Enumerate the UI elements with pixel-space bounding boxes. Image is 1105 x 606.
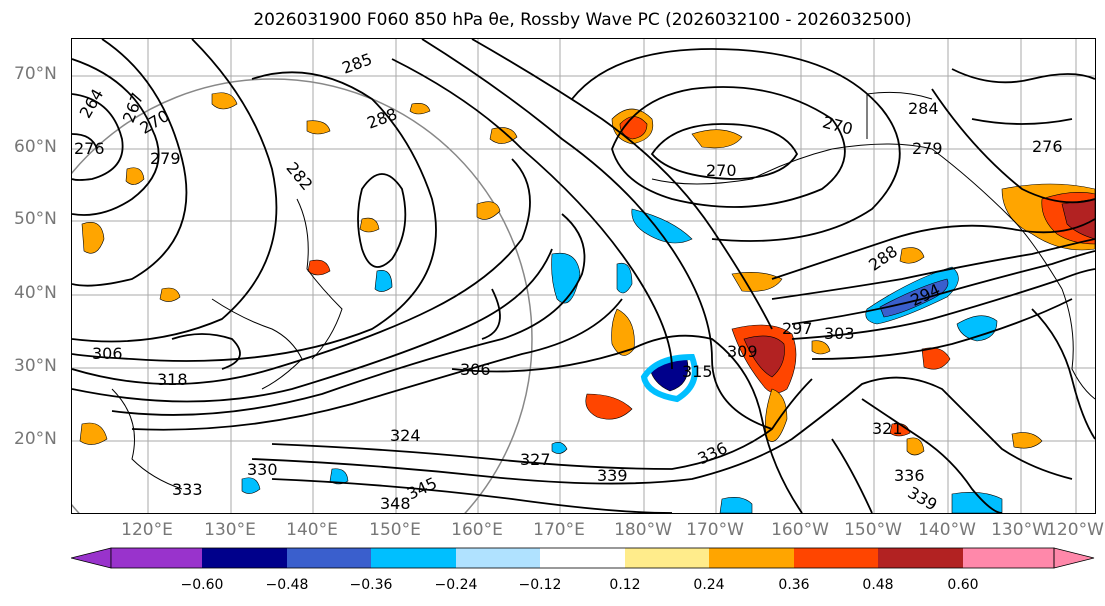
colorbar-tick-label: 0.60 bbox=[947, 577, 979, 593]
contour-label: 306 bbox=[92, 344, 123, 363]
contour-label: 288 bbox=[364, 104, 399, 132]
colorbar-tick-label: −0.60 bbox=[180, 577, 224, 593]
contour-label: 339 bbox=[597, 466, 628, 485]
lat-label-60n: 60°N bbox=[14, 137, 57, 157]
colorbar-segment bbox=[287, 548, 371, 568]
contour-label: 303 bbox=[824, 324, 855, 343]
contour-label: 327 bbox=[520, 450, 551, 469]
contour-label: 285 bbox=[339, 49, 374, 77]
anomaly-shading bbox=[79, 92, 1095, 513]
contour-label: 318 bbox=[157, 370, 188, 389]
colorbar-extend-high bbox=[1053, 547, 1095, 569]
colorbar bbox=[71, 547, 1095, 569]
lon-label-170e: 170°E bbox=[533, 520, 585, 540]
lat-label-20n: 20°N bbox=[14, 429, 57, 449]
lon-label-180w: 180°W bbox=[614, 520, 672, 540]
colorbar-tick-label: −0.12 bbox=[518, 577, 562, 593]
contour-label: 264 bbox=[76, 85, 108, 121]
contour-label: 284 bbox=[908, 99, 939, 118]
colorbar-tick-label: 0.12 bbox=[609, 577, 641, 593]
contour-label: 324 bbox=[390, 426, 421, 445]
lon-label-150w: 150°W bbox=[844, 520, 902, 540]
contour-label: 270 bbox=[706, 161, 737, 180]
coastlines bbox=[111, 91, 1095, 490]
contour-label: 276 bbox=[74, 139, 105, 158]
lon-label-140w: 140°W bbox=[918, 520, 976, 540]
colorbar-segment bbox=[625, 548, 709, 568]
lat-label-50n: 50°N bbox=[14, 209, 57, 229]
colorbar-tick-label: 0.48 bbox=[862, 577, 894, 593]
contour-label: 276 bbox=[1032, 137, 1063, 156]
lat-label-70n: 70°N bbox=[14, 64, 57, 84]
range-circle bbox=[72, 78, 533, 513]
lon-label-130w: 130°W bbox=[991, 520, 1049, 540]
colorbar-tick-label: −0.36 bbox=[349, 577, 393, 593]
contour-label: 339 bbox=[905, 483, 941, 513]
colorbar-segment bbox=[794, 548, 878, 568]
colorbar-tick-label: −0.24 bbox=[434, 577, 478, 593]
map-canvas: 264 267 270 276 279 285 288 282 270 270 … bbox=[72, 39, 1095, 513]
contour-label: 297 bbox=[782, 319, 813, 338]
theta-e-contours bbox=[72, 39, 1095, 513]
contour-label: 279 bbox=[912, 139, 943, 158]
contour-label: 306 bbox=[460, 360, 491, 379]
lon-label-130e: 130°E bbox=[204, 520, 256, 540]
lon-label-120e: 120°E bbox=[121, 520, 173, 540]
lon-label-160w: 160°W bbox=[771, 520, 829, 540]
colorbar-segment bbox=[540, 548, 625, 568]
contour-label: 336 bbox=[695, 438, 731, 468]
contour-label: 321 bbox=[872, 419, 903, 438]
colorbar-extend-low bbox=[71, 547, 112, 569]
lon-label-150e: 150°E bbox=[369, 520, 421, 540]
contour-label: 333 bbox=[172, 480, 203, 499]
lon-label-140e: 140°E bbox=[286, 520, 338, 540]
graticule bbox=[72, 39, 1095, 513]
colorbar-segment bbox=[456, 548, 540, 568]
colorbar-segment bbox=[963, 548, 1054, 568]
lat-label-30n: 30°N bbox=[14, 356, 57, 376]
colorbar-tick-label: 0.24 bbox=[693, 577, 725, 593]
contour-label: 282 bbox=[282, 158, 316, 194]
contour-label: 315 bbox=[682, 362, 713, 381]
colorbar-segment bbox=[111, 548, 202, 568]
contour-label: 270 bbox=[820, 112, 854, 138]
contour-label: 330 bbox=[247, 460, 278, 479]
map-title: 2026031900 F060 850 hPa θe, Rossby Wave … bbox=[253, 10, 912, 30]
lon-label-120w: 120°W bbox=[1046, 520, 1104, 540]
colorbar-segment bbox=[202, 548, 287, 568]
contour-label: 309 bbox=[727, 342, 758, 361]
lon-label-170w: 170°W bbox=[686, 520, 744, 540]
colorbar-border bbox=[110, 547, 1055, 569]
colorbar-tick-label: −0.48 bbox=[265, 577, 309, 593]
colorbar-segment bbox=[371, 548, 456, 568]
contour-label: 336 bbox=[894, 466, 925, 485]
lat-label-40n: 40°N bbox=[14, 283, 57, 303]
map-panel: 264 267 270 276 279 285 288 282 270 270 … bbox=[71, 38, 1096, 514]
colorbar-segment bbox=[709, 548, 794, 568]
lon-label-160e: 160°E bbox=[451, 520, 503, 540]
contour-label: 279 bbox=[150, 149, 181, 168]
colorbar-segment bbox=[878, 548, 963, 568]
colorbar-tick-label: 0.36 bbox=[778, 577, 810, 593]
contour-label: 348 bbox=[380, 494, 411, 513]
